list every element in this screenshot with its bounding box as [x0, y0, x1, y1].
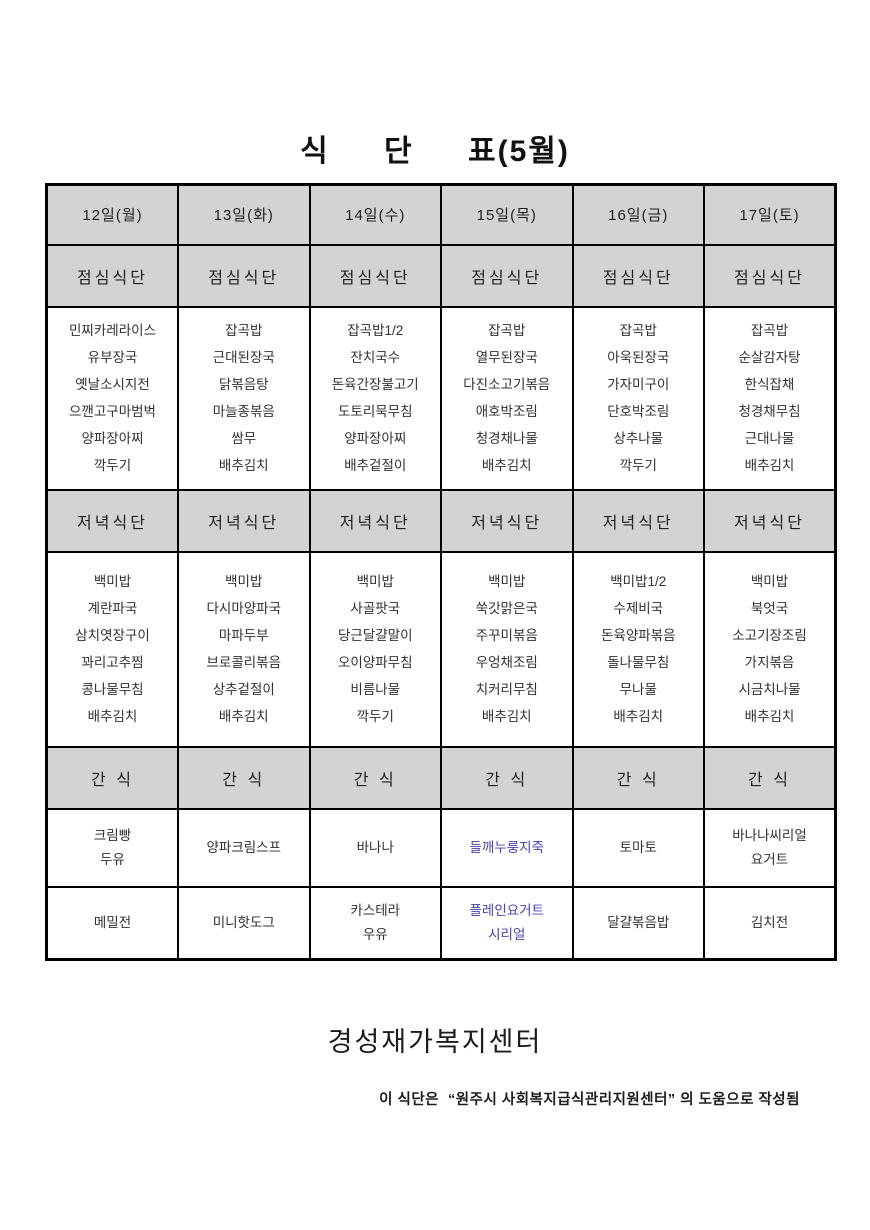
- snack-row-1: 크림빵 두유 양파크림스프 바나나 들깨누룽지죽 토마토 바나나씨리얼 요거트: [45, 807, 837, 888]
- lunch-menu-cell: 잡곡밥 근대된장국 닭볶음탕 마늘종볶음 쌈무 배추김치: [177, 305, 311, 491]
- lunch-section-label: 점심식단: [703, 243, 837, 308]
- lunch-menu-cell: 민찌카레라이스 유부장국 옛날소시지전 으깬고구마범벅 양파장아찌 깍두기: [45, 305, 179, 491]
- dinner-menu-cell: 백미밥 계란파국 삼치엿장구이 꽈리고추찜 콩나물무침 배추김치: [45, 550, 179, 748]
- lunch-section-label: 점심식단: [440, 243, 574, 308]
- dinner-menu-cell: 백미밥1/2 수제비국 돈육양파볶음 돌나물무침 무나물 배추김치: [571, 550, 705, 748]
- meal-plan-table: 12일(월) 13일(화) 14일(수) 15일(목) 16일(금) 17일(토…: [45, 183, 837, 961]
- snack-cell: 김치전: [703, 885, 837, 961]
- snack-section-label: 간 식: [308, 745, 442, 810]
- day-header-cell: 16일(금): [571, 183, 705, 246]
- snack-cell: 들깨누룽지죽: [440, 807, 574, 888]
- dinner-section-label: 저녁식단: [308, 488, 442, 553]
- snack-cell: 메밀전: [45, 885, 179, 961]
- organization-name: 경성재가복지센터: [327, 1027, 543, 1057]
- lunch-section-label: 점심식단: [308, 243, 442, 308]
- dinner-menu-row: 백미밥 계란파국 삼치엿장구이 꽈리고추찜 콩나물무침 배추김치 백미밥 다시마…: [45, 550, 837, 748]
- lunch-menu-cell: 잡곡밥 열무된장국 다진소고기볶음 애호박조림 청경채나물 배추김치: [440, 305, 574, 491]
- lunch-menu-row: 민찌카레라이스 유부장국 옛날소시지전 으깬고구마범벅 양파장아찌 깍두기 잡곡…: [45, 305, 837, 491]
- dinner-section-label: 저녁식단: [440, 488, 574, 553]
- day-header-row: 12일(월) 13일(화) 14일(수) 15일(목) 16일(금) 17일(토…: [45, 183, 837, 246]
- dinner-menu-cell: 백미밥 다시마양파국 마파두부 브로콜리볶음 상추겉절이 배추김치: [177, 550, 311, 748]
- attribution-note: 이 식단은 “원주시 사회복지급식관리지원센터” 의 도움으로 작성됨: [379, 1092, 800, 1108]
- lunch-menu-cell: 잡곡밥 순살감자탕 한식잡채 청경채무침 근대나물 배추김치: [703, 305, 837, 491]
- dinner-section-row: 저녁식단 저녁식단 저녁식단 저녁식단 저녁식단 저녁식단: [45, 488, 837, 553]
- snack-cell: 바나나: [308, 807, 442, 888]
- dinner-section-label: 저녁식단: [703, 488, 837, 553]
- snack-section-label: 간 식: [440, 745, 574, 810]
- snack-section-row: 간 식 간 식 간 식 간 식 간 식 간 식: [45, 745, 837, 810]
- day-header-cell: 14일(수): [308, 183, 442, 246]
- snack-cell: 미니핫도그: [177, 885, 311, 961]
- snack-cell: 바나나씨리얼 요거트: [703, 807, 837, 888]
- lunch-section-label: 점심식단: [45, 243, 179, 308]
- lunch-menu-cell: 잡곡밥 아욱된장국 가자미구이 단호박조림 상추나물 깍두기: [571, 305, 705, 491]
- dinner-menu-cell: 백미밥 쑥갓맑은국 주꾸미볶음 우엉채조림 치커리무침 배추김치: [440, 550, 574, 748]
- snack-cell: 플레인요거트 시리얼: [440, 885, 574, 961]
- snack-section-label: 간 식: [177, 745, 311, 810]
- day-header-cell: 12일(월): [45, 183, 179, 246]
- day-header-cell: 17일(토): [703, 183, 837, 246]
- dinner-menu-cell: 백미밥 북엇국 소고기장조림 가지볶음 시금치나물 배추김치: [703, 550, 837, 748]
- snack-section-label: 간 식: [703, 745, 837, 810]
- snack-row-2: 메밀전 미니핫도그 카스테라 우유 플레인요거트 시리얼 달걀볶음밥 김치전: [45, 885, 837, 961]
- snack-section-label: 간 식: [45, 745, 179, 810]
- dinner-section-label: 저녁식단: [45, 488, 179, 553]
- lunch-section-label: 점심식단: [571, 243, 705, 308]
- snack-cell: 달걀볶음밥: [571, 885, 705, 961]
- lunch-section-label: 점심식단: [177, 243, 311, 308]
- lunch-section-row: 점심식단 점심식단 점심식단 점심식단 점심식단 점심식단: [45, 243, 837, 308]
- dinner-menu-cell: 백미밥 사골팟국 당근달걀말이 오이양파무침 비름나물 깍두기: [308, 550, 442, 748]
- day-header-cell: 13일(화): [177, 183, 311, 246]
- dinner-section-label: 저녁식단: [177, 488, 311, 553]
- day-header-cell: 15일(목): [440, 183, 574, 246]
- snack-section-label: 간 식: [571, 745, 705, 810]
- lunch-menu-cell: 잡곡밥1/2 잔치국수 돈육간장불고기 도토리묵무침 양파장아찌 배추겉절이: [308, 305, 442, 491]
- snack-cell: 크림빵 두유: [45, 807, 179, 888]
- dinner-section-label: 저녁식단: [571, 488, 705, 553]
- snack-cell: 양파크림스프: [177, 807, 311, 888]
- snack-cell: 토마토: [571, 807, 705, 888]
- page-title: 식 단 표(5월): [300, 135, 570, 168]
- snack-cell: 카스테라 우유: [308, 885, 442, 961]
